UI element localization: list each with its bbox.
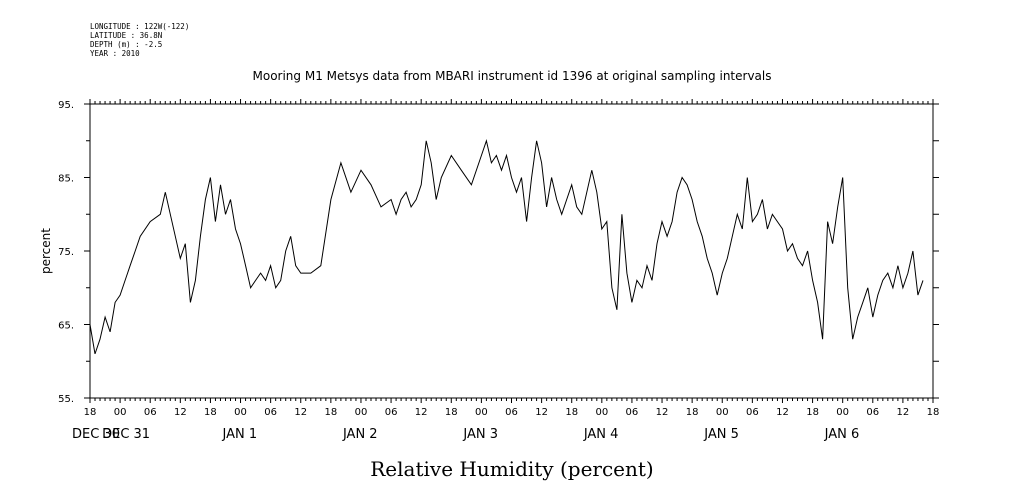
x-tick-label: 00 [836,407,849,418]
day-label: JAN 6 [824,427,860,442]
y-tick-label: 75. [58,247,74,258]
x-tick-label: 06 [385,407,398,418]
x-tick-label: 12 [897,407,910,418]
x-tick-label: 00 [114,407,127,418]
x-tick-label: 18 [927,407,940,418]
x-tick-label: 12 [294,407,307,418]
day-label: JAN 5 [703,427,739,442]
x-tick-label: 00 [716,407,729,418]
x-tick-label: 06 [505,407,518,418]
series-group [89,138,924,355]
x-tick-label: 00 [234,407,247,418]
x-tick-label: 12 [174,407,187,418]
x-tick-label: 18 [324,407,337,418]
x-tick-label: 00 [475,407,488,418]
x-tick-label: 12 [656,407,669,418]
x-tick-label: 12 [776,407,789,418]
y-axis-label: percent [39,228,53,274]
station-metadata: LONGITUDE : 122W(-122) LATITUDE : 36.8N … [90,22,189,58]
x-tick-label: 06 [746,407,759,418]
chart-title: Mooring M1 Metsys data from MBARI instru… [253,69,772,83]
plot-frame [89,103,934,399]
day-label: DEC 30 [72,427,120,442]
x-tick-label: 18 [686,407,699,418]
x-tick-label: 06 [144,407,157,418]
day-label: JAN 4 [583,427,619,442]
longitude-label: LONGITUDE : 122W(-122) [90,22,190,31]
x-axis-label: Relative Humidity (percent) [370,457,653,481]
series-line-0 [89,138,924,355]
y-tick-label: 65. [58,321,74,332]
day-label: JAN 1 [222,427,258,442]
y-tick-label: 85. [58,174,74,185]
axes: 55. 65. 75. 85. 95. 18 00 06 12 18 00 06 12 18 00 06 12 1… [58,99,939,442]
x-tick-label: 18 [204,407,217,418]
x-tick-label: 12 [415,407,428,418]
x-tick-label: 12 [535,407,548,418]
y-tick-label: 55. [58,394,74,405]
x-tick-label: 06 [626,407,639,418]
x-tick-label: 18 [84,407,97,418]
x-tick-label: 06 [264,407,277,418]
x-tick-label: 18 [565,407,578,418]
year-label: YEAR : 2010 [90,49,140,58]
day-label: DEC 31 [102,427,150,442]
x-tick-label: 18 [806,407,819,418]
x-tick-label: 06 [866,407,879,418]
x-tick-label: 00 [595,407,608,418]
day-label: JAN 3 [462,427,498,442]
depth-label: DEPTH (m) : -2.5 [90,40,163,49]
x-tick-label: 18 [445,407,458,418]
y-tick-label: 95. [58,100,74,111]
x-tick-label: 00 [355,407,368,418]
latitude-label: LATITUDE : 36.8N [90,31,163,40]
day-label: JAN 2 [342,427,378,442]
